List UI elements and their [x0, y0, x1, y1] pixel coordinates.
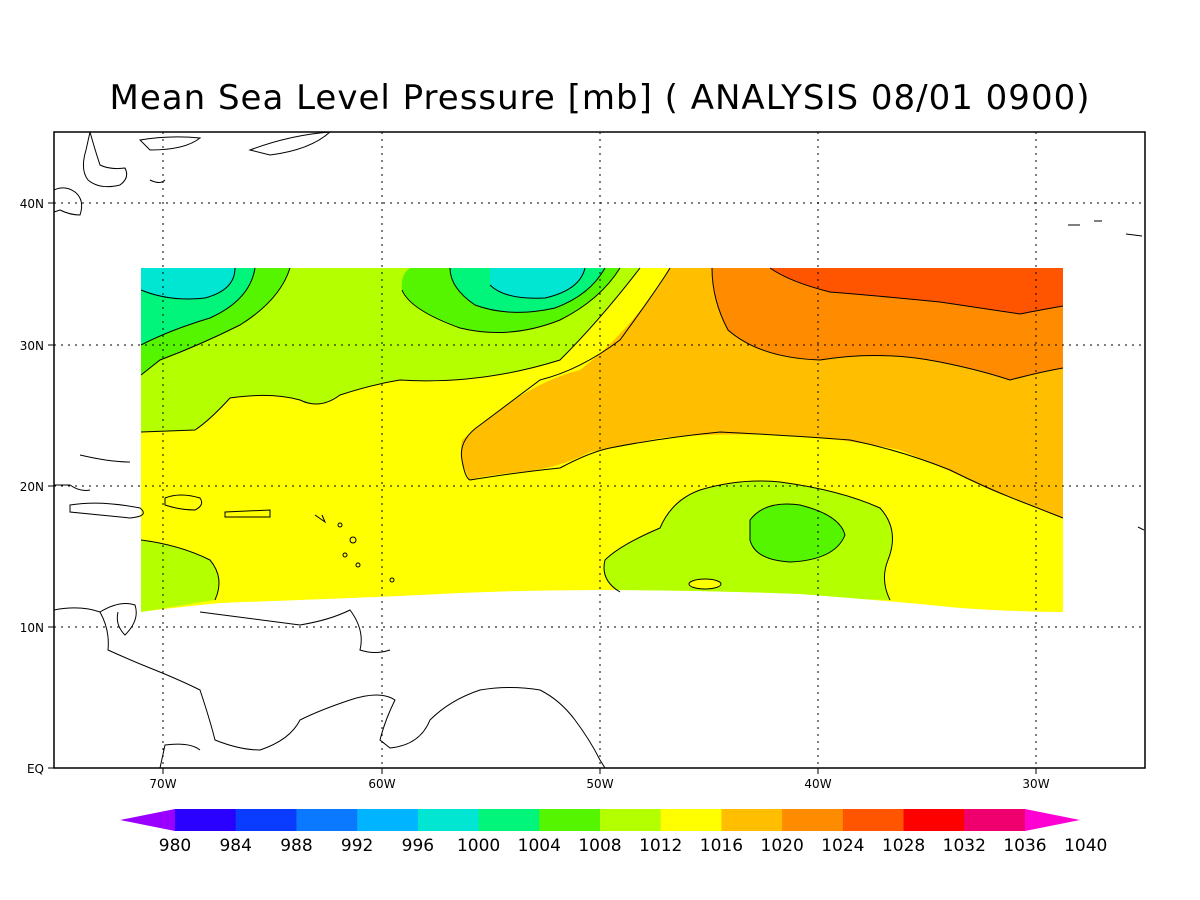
band-1028 — [770, 268, 1063, 314]
colorbar-label: 1008 — [578, 836, 621, 856]
colorbar-label: 992 — [341, 836, 373, 856]
band-1012-inlet — [268, 352, 334, 402]
lat-label-10n: 10N — [20, 621, 44, 635]
band-1000-nw — [141, 268, 235, 299]
lat-label-20n: 20N — [20, 480, 44, 494]
colorbar-box — [964, 809, 1026, 831]
lat-label-eq: EQ — [27, 762, 44, 776]
colorbar-box — [842, 809, 905, 831]
band-1008-south — [750, 504, 845, 562]
colorbar-label: 996 — [402, 836, 434, 856]
chart-title: Mean Sea Level Pressure [mb] ( ANALYSIS … — [109, 78, 1091, 118]
colorbar-label: 1028 — [882, 836, 925, 856]
band-1012-sw — [141, 540, 219, 612]
colorbar-box — [660, 809, 722, 831]
colorbar-label: 1004 — [518, 836, 561, 856]
colorbar-label: 1024 — [821, 836, 864, 856]
lon-labels: 70W 60W 50W 40W 30W — [149, 777, 1049, 791]
blob-1016 — [688, 578, 722, 590]
colorbar-box — [721, 809, 783, 831]
colorbar-box — [175, 809, 237, 831]
lon-label-40w: 40W — [804, 777, 831, 791]
colorbar-box — [357, 809, 419, 831]
colorbar-box — [296, 809, 358, 831]
lon-label-30w: 30W — [1022, 777, 1049, 791]
colorbar-box — [417, 809, 480, 831]
colorbar-box — [235, 809, 297, 831]
colorbar-box — [903, 809, 965, 831]
colorbar-label: 1036 — [1003, 836, 1046, 856]
band-1000-n — [490, 268, 585, 299]
grid-lines — [54, 132, 1145, 768]
colorbar-label: 1012 — [639, 836, 682, 856]
colorbar-label: 980 — [159, 836, 191, 856]
colorbar-box — [478, 809, 540, 831]
colorbar-arrow-low — [120, 809, 175, 831]
lat-label-30n: 30N — [20, 339, 44, 353]
colorbar-box — [782, 809, 844, 831]
colorbar-label: 1040 — [1064, 836, 1107, 856]
lat-labels: EQ 10N 20N 30N 40N — [20, 197, 44, 776]
colorbar-arrow-high — [1025, 809, 1080, 831]
contour-lines — [140, 267, 1064, 601]
tick-marks — [48, 202, 1037, 774]
colorbar-label: 988 — [280, 836, 312, 856]
lon-label-70w: 70W — [149, 777, 176, 791]
colorbar-label: 1016 — [700, 836, 743, 856]
colorbar-label: 984 — [219, 836, 251, 856]
colorbar: 980 984 988 992 996 1000 1004 1008 1012 1016 1020 1… — [120, 809, 1107, 856]
band-1012-south — [604, 481, 893, 600]
pressure-field — [141, 268, 1063, 612]
colorbar-box — [600, 809, 662, 831]
colorbar-box — [539, 809, 601, 831]
colorbar-label: 1000 — [457, 836, 500, 856]
colorbar-label: 1032 — [943, 836, 986, 856]
lon-label-50w: 50W — [586, 777, 613, 791]
colorbar-label: 1020 — [761, 836, 804, 856]
lat-label-40n: 40N — [20, 197, 44, 211]
lon-label-60w: 60W — [368, 777, 395, 791]
